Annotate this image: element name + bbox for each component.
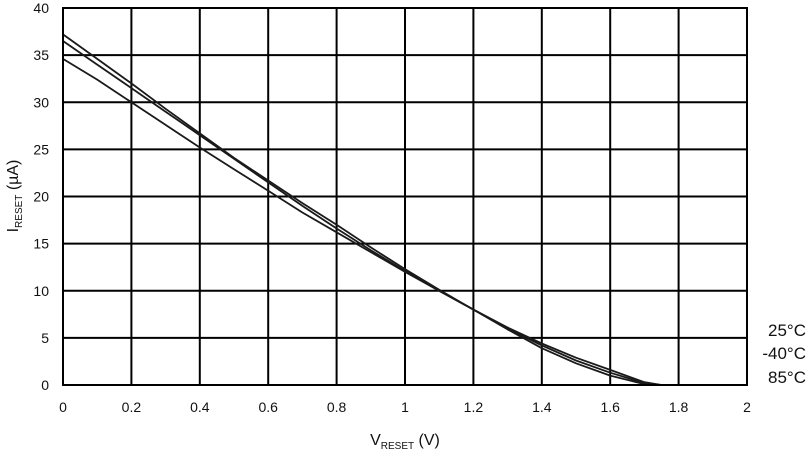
grid-layer: [62, 7, 748, 386]
y-tick-label: 5: [41, 330, 49, 346]
series-line-2: [62, 58, 680, 386]
series-layer: [62, 33, 680, 386]
series-line-0: [62, 40, 680, 386]
x-tick-label: 1.2: [464, 399, 484, 415]
x-tick-label: 2: [743, 399, 751, 415]
x-tick-label: 1: [401, 399, 409, 415]
x-tick-label: 0.2: [122, 399, 142, 415]
legend-entry: 25°C: [768, 321, 806, 340]
y-tick-label: 40: [33, 0, 49, 16]
x-tick-label: 0.6: [258, 399, 278, 415]
x-tick-label: 1.4: [532, 399, 552, 415]
y-tick-label: 35: [33, 47, 49, 63]
y-tick-label: 10: [33, 283, 49, 299]
y-tick-label: 20: [33, 189, 49, 205]
y-axis-title: IRESET (µA): [5, 160, 25, 233]
y-tick-label: 0: [41, 377, 49, 393]
x-axis-title-unit: (V): [414, 432, 440, 449]
x-axis-title-main: V: [370, 432, 381, 449]
series-line-1: [62, 33, 680, 386]
y-axis-title-sub: RESET: [14, 195, 25, 228]
legend-entry: 85°C: [768, 368, 806, 387]
x-tick-label: 0.8: [327, 399, 347, 415]
x-tick-label: 1.8: [669, 399, 689, 415]
y-tick-label: 25: [33, 141, 49, 157]
legend: 25°C -40°C 85°C: [762, 321, 806, 387]
tick-layer: 0 0.2 0.4 0.6 0.8 1 1.2 1.4 1.6 1.8 20510152025303…: [33, 0, 751, 415]
y-tick-label: 15: [33, 236, 49, 252]
y-axis-title-main: I: [5, 228, 22, 232]
x-tick-label: 0.4: [190, 399, 210, 415]
plot-frame: [62, 7, 748, 386]
x-tick-label: 1.6: [600, 399, 620, 415]
x-tick-label: 0: [59, 399, 67, 415]
legend-entry: -40°C: [762, 344, 806, 363]
frame-layer: [62, 7, 748, 386]
y-tick-label: 30: [33, 94, 49, 110]
y-axis-title-unit: (µA): [5, 160, 22, 195]
x-axis-title-sub: RESET: [381, 441, 414, 452]
x-axis-title: VRESET (V): [370, 432, 440, 452]
